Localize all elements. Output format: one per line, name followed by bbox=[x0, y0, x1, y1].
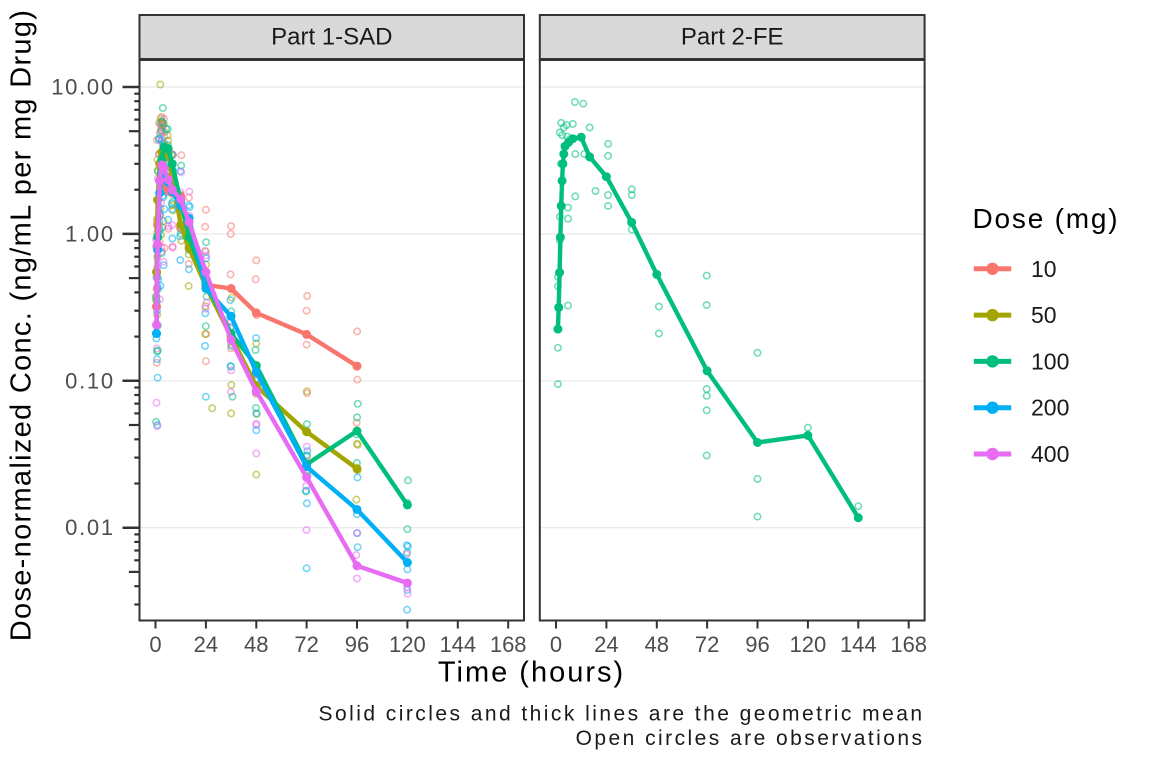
svg-text:Open circles are observations: Open circles are observations bbox=[576, 727, 925, 750]
svg-text:72: 72 bbox=[294, 632, 318, 657]
svg-text:10: 10 bbox=[1031, 256, 1057, 282]
svg-text:0: 0 bbox=[149, 632, 161, 657]
svg-text:48: 48 bbox=[645, 632, 669, 657]
svg-text:48: 48 bbox=[244, 632, 268, 657]
svg-text:144: 144 bbox=[840, 632, 877, 657]
svg-text:120: 120 bbox=[389, 632, 426, 657]
svg-text:0: 0 bbox=[550, 632, 562, 657]
svg-text:100: 100 bbox=[1031, 348, 1069, 374]
svg-text:Part 1-SAD: Part 1-SAD bbox=[271, 23, 392, 50]
svg-text:Time (hours): Time (hours) bbox=[438, 657, 625, 689]
svg-text:24: 24 bbox=[194, 632, 218, 657]
svg-text:Solid circles and thick lines: Solid circles and thick lines are the ge… bbox=[319, 703, 925, 726]
svg-text:168: 168 bbox=[490, 632, 527, 657]
svg-text:168: 168 bbox=[890, 632, 927, 657]
svg-text:0.01: 0.01 bbox=[65, 515, 115, 540]
svg-text:1.00: 1.00 bbox=[65, 221, 115, 246]
svg-text:96: 96 bbox=[745, 632, 769, 657]
svg-text:144: 144 bbox=[439, 632, 476, 657]
svg-text:24: 24 bbox=[594, 632, 618, 657]
svg-text:50: 50 bbox=[1031, 302, 1057, 328]
svg-text:200: 200 bbox=[1031, 395, 1069, 421]
svg-text:72: 72 bbox=[695, 632, 719, 657]
svg-text:Part 2-FE: Part 2-FE bbox=[681, 23, 784, 50]
svg-text:400: 400 bbox=[1031, 441, 1069, 467]
svg-text:10.00: 10.00 bbox=[51, 75, 115, 100]
svg-text:120: 120 bbox=[790, 632, 827, 657]
svg-text:Dose-normalized Conc. (ng/mL p: Dose-normalized Conc. (ng/mL per mg Drug… bbox=[6, 9, 38, 641]
svg-text:Dose (mg): Dose (mg) bbox=[973, 203, 1120, 234]
svg-text:96: 96 bbox=[345, 632, 369, 657]
svg-text:0.10: 0.10 bbox=[65, 368, 115, 393]
